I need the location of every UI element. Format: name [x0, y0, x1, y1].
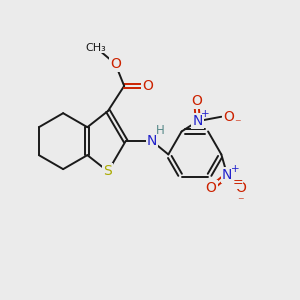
Text: +: + — [231, 164, 239, 173]
Text: O: O — [223, 110, 234, 124]
Text: O: O — [142, 79, 153, 93]
Text: O: O — [191, 94, 202, 108]
Text: S: S — [103, 164, 112, 178]
Text: +: + — [201, 109, 210, 119]
Text: =: = — [232, 176, 243, 189]
Text: ⁻: ⁻ — [237, 195, 244, 208]
Text: N: N — [147, 134, 157, 148]
Text: O: O — [110, 57, 121, 71]
Text: N: N — [222, 168, 232, 182]
Text: O: O — [235, 181, 246, 195]
Text: O: O — [206, 181, 217, 195]
Text: N: N — [193, 114, 203, 128]
Text: H: H — [156, 124, 165, 137]
Text: ⁻: ⁻ — [234, 117, 240, 130]
Text: CH₃: CH₃ — [86, 43, 106, 53]
